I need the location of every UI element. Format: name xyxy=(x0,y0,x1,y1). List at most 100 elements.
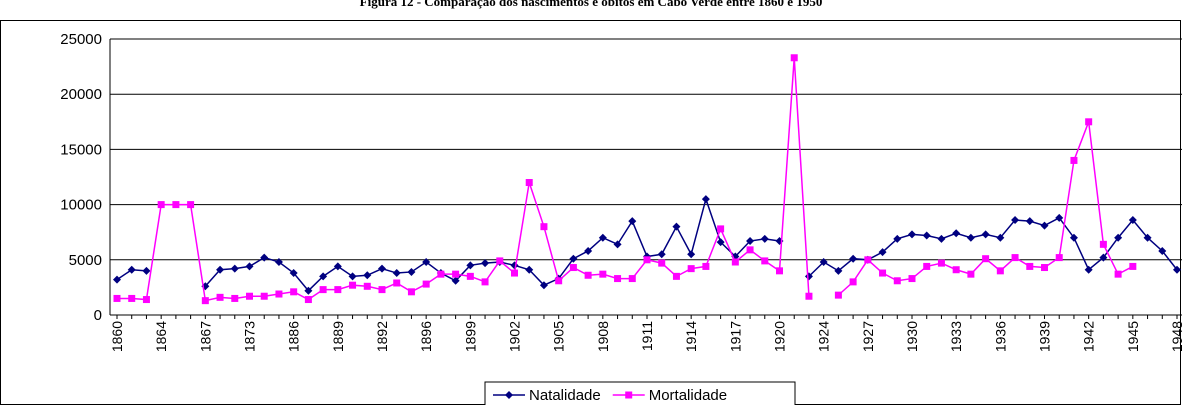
point xyxy=(349,281,357,289)
point xyxy=(422,258,431,267)
point xyxy=(628,275,636,283)
point xyxy=(893,234,902,243)
point xyxy=(275,290,283,298)
point xyxy=(1055,213,1064,222)
point xyxy=(761,257,769,265)
y-tick-label: 10000 xyxy=(60,197,102,214)
x-tick-label: 1902 xyxy=(507,321,523,352)
point xyxy=(1070,156,1078,164)
x-tick-label: 1936 xyxy=(992,321,1008,352)
x-tick-label: 1927 xyxy=(860,321,876,352)
y-tick-label: 5000 xyxy=(69,252,102,269)
point xyxy=(687,265,695,273)
y-tick-label: 20000 xyxy=(60,86,102,103)
point xyxy=(1085,118,1093,126)
point xyxy=(937,234,946,243)
point xyxy=(348,272,357,281)
point xyxy=(481,278,489,286)
x-tick-label: 1873 xyxy=(242,321,258,352)
point xyxy=(967,270,975,278)
point xyxy=(893,277,901,285)
point xyxy=(614,275,622,283)
point xyxy=(790,54,798,62)
x-tick-label: 1930 xyxy=(904,321,920,352)
point xyxy=(834,266,843,275)
point xyxy=(716,238,725,247)
point xyxy=(834,291,842,299)
point xyxy=(879,269,887,277)
point xyxy=(363,271,372,280)
point xyxy=(142,266,151,275)
point xyxy=(525,179,533,187)
point xyxy=(1099,240,1107,248)
x-tick-label: 1920 xyxy=(772,321,788,352)
point xyxy=(1026,262,1034,270)
point xyxy=(260,253,269,262)
point xyxy=(1055,254,1063,262)
point xyxy=(628,217,637,226)
point xyxy=(496,257,504,265)
x-tick-label: 1889 xyxy=(330,321,346,352)
point xyxy=(717,225,725,233)
point xyxy=(304,296,312,304)
point xyxy=(555,277,563,285)
point xyxy=(1069,233,1078,242)
point xyxy=(466,261,475,270)
point xyxy=(1129,262,1137,270)
point xyxy=(392,269,401,278)
point xyxy=(378,286,386,294)
point xyxy=(599,270,607,278)
series-line xyxy=(116,196,1178,292)
point xyxy=(187,201,195,209)
legend-label: Natalidade xyxy=(529,387,601,404)
point xyxy=(937,259,945,267)
point xyxy=(1173,265,1181,274)
point xyxy=(128,294,136,302)
point xyxy=(584,271,592,279)
point xyxy=(952,266,960,274)
point xyxy=(231,294,239,302)
point xyxy=(525,265,534,274)
point xyxy=(274,258,283,267)
point xyxy=(702,262,710,270)
point xyxy=(245,262,254,271)
point xyxy=(378,264,386,273)
legend-marker xyxy=(625,391,633,399)
point xyxy=(981,230,990,239)
point xyxy=(230,264,239,273)
point xyxy=(952,229,961,238)
x-tick-label: 1867 xyxy=(197,321,213,352)
point xyxy=(996,233,1005,242)
y-tick-label: 15000 xyxy=(60,141,102,158)
point xyxy=(1025,217,1034,226)
point xyxy=(1128,216,1137,225)
x-tick-label: 1945 xyxy=(1125,321,1141,352)
legend-box xyxy=(484,381,796,405)
point xyxy=(511,269,518,277)
point xyxy=(923,262,931,270)
point xyxy=(878,248,887,257)
point xyxy=(127,265,136,274)
x-tick-label: 1942 xyxy=(1081,321,1097,352)
point xyxy=(260,292,268,300)
point xyxy=(687,250,696,259)
point xyxy=(319,286,327,294)
point xyxy=(776,267,783,275)
point xyxy=(289,269,298,278)
chart-title: Figura 12 - Comparação dos nascimentos e… xyxy=(360,0,823,9)
point xyxy=(1011,216,1020,225)
legend-label: Mortalidade xyxy=(649,387,727,404)
x-tick-label: 1905 xyxy=(551,321,567,352)
point xyxy=(613,240,622,249)
point xyxy=(922,231,931,240)
point xyxy=(584,246,593,255)
point xyxy=(849,254,858,263)
point xyxy=(1158,246,1167,255)
point xyxy=(319,272,328,281)
point xyxy=(658,259,666,267)
x-tick-label: 1908 xyxy=(595,321,611,352)
point xyxy=(1114,233,1123,242)
point xyxy=(142,296,150,304)
point xyxy=(539,281,548,290)
